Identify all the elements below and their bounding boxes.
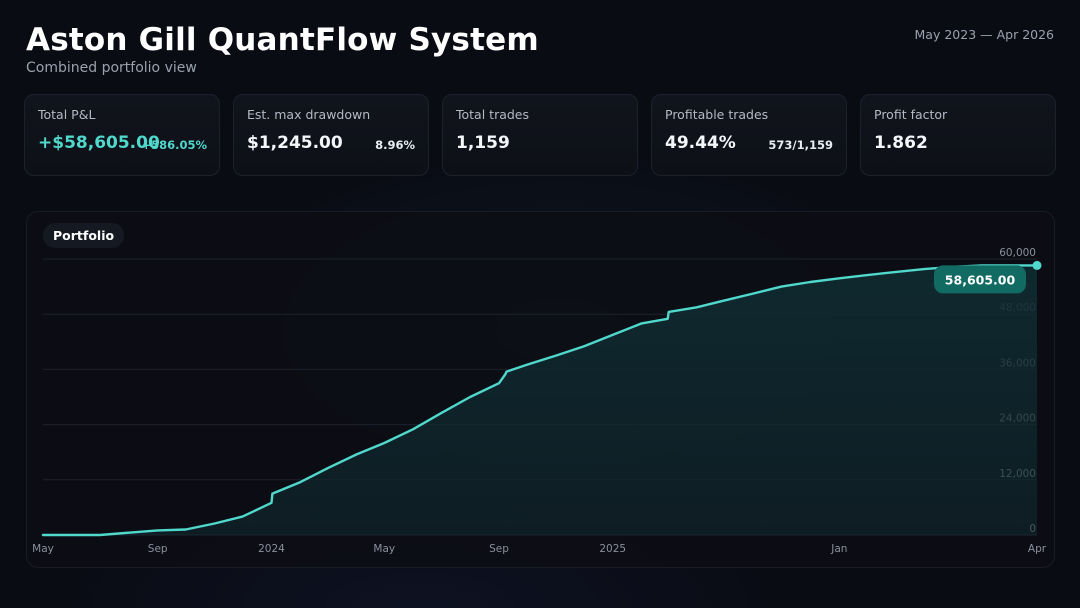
x-tick-label: Apr — [1028, 543, 1047, 555]
card-value: +$58,605.00 — [38, 133, 160, 153]
card-label: Total P&L — [38, 107, 96, 122]
x-tick-label: Sep — [148, 543, 168, 555]
x-tick-label: 2025 — [599, 543, 626, 555]
series-line — [41, 264, 1039, 537]
card-max-drawdown: Est. max drawdown $1,245.00 8.96% — [233, 94, 429, 176]
last-point — [1032, 260, 1042, 270]
x-tick-label: Jan — [830, 543, 847, 555]
last-value-label: 58,605.00 — [945, 272, 1016, 287]
card-total-trades: Total trades 1,159 — [442, 94, 638, 176]
card-percent: 8.96% — [375, 138, 415, 152]
card-profit-factor: Profit factor 1.862 — [860, 94, 1056, 176]
card-value: 1.862 — [874, 133, 928, 153]
last-value-badge — [934, 265, 1026, 294]
stat-cards: Total P&L +$58,605.00 +586.05% Est. max … — [24, 94, 1057, 176]
x-tick-label: 2024 — [258, 543, 285, 555]
card-value: 49.44% — [665, 133, 736, 153]
card-value: 1,159 — [456, 133, 510, 153]
x-tick-label: May — [373, 543, 395, 555]
page-subtitle: Combined portfolio view — [26, 60, 197, 76]
date-range: May 2023 — Apr 2026 — [914, 27, 1054, 42]
series-area — [43, 265, 1037, 535]
card-percent: +586.05% — [141, 138, 207, 152]
tab-portfolio[interactable]: Portfolio — [43, 223, 125, 248]
card-label: Profitable trades — [665, 107, 769, 122]
card-ratio: 573/1,159 — [768, 138, 833, 152]
card-total-pnl: Total P&L +$58,605.00 +586.05% — [24, 94, 220, 176]
card-label: Est. max drawdown — [247, 107, 371, 122]
card-profitable-trades: Profitable trades 49.44% 573/1,159 — [651, 94, 847, 176]
x-tick-label: May — [32, 543, 54, 555]
card-value: $1,245.00 — [247, 133, 343, 153]
y-tick-label: 60,000 — [999, 247, 1036, 259]
x-tick-label: Sep — [489, 543, 509, 555]
card-label: Total trades — [456, 107, 530, 122]
page-title: Aston Gill QuantFlow System — [26, 22, 539, 58]
card-label: Profit factor — [874, 107, 948, 122]
